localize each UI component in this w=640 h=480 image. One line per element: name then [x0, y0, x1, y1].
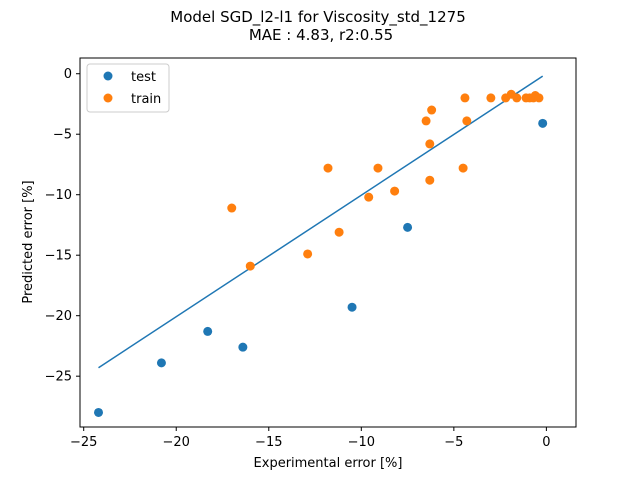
y-axis-ticks: −25 −20 −15 −10 −5 0: [45, 67, 80, 385]
point-train-9: [425, 139, 435, 149]
x-tick-label: 0: [542, 435, 550, 450]
legend: test train: [86, 63, 170, 113]
point-train-8: [421, 116, 431, 126]
y-tick-label: −20: [45, 309, 72, 324]
point-train-6: [373, 163, 383, 173]
point-test-3: [238, 342, 248, 352]
chart-title-line-2: MAE : 4.83, r2:0.55: [249, 26, 393, 44]
point-train-15: [486, 93, 496, 103]
point-train-5: [364, 192, 374, 202]
x-tick-label: −10: [348, 435, 375, 450]
chart-title-line-1: Model SGD_l2-l1 for Viscosity_std_1275: [170, 8, 465, 27]
point-train-3: [334, 227, 344, 237]
legend-label-train: train: [131, 92, 161, 107]
y-axis-label: Predicted error [%]: [21, 180, 36, 303]
point-test-1: [156, 358, 166, 368]
legend-marker-train: [103, 93, 113, 103]
point-train-0: [227, 203, 237, 213]
x-tick-label: −15: [255, 435, 282, 450]
y-tick-label: −10: [45, 188, 72, 203]
y-tick-label: −5: [53, 128, 72, 143]
point-train-23: [534, 93, 544, 103]
x-axis-label: Experimental error [%]: [254, 456, 403, 471]
point-test-4: [347, 302, 357, 312]
point-train-2: [303, 249, 313, 259]
y-tick-label: −25: [45, 370, 72, 385]
point-train-10: [425, 175, 435, 185]
axes-frame: [79, 57, 577, 428]
legend-label-test: test: [131, 70, 156, 85]
point-test-5: [403, 222, 413, 232]
point-train-1: [245, 261, 255, 271]
point-test-2: [203, 326, 213, 336]
point-train-4: [323, 163, 333, 173]
point-train-12: [458, 163, 468, 173]
x-tick-label: −5: [444, 435, 463, 450]
x-axis-ticks: −25 −20 −15 −10 −5 0: [70, 427, 551, 450]
x-tick-label: −25: [70, 435, 97, 450]
point-train-11: [427, 105, 437, 115]
legend-marker-test: [103, 71, 113, 81]
point-train-18: [512, 93, 522, 103]
point-test-6: [538, 118, 548, 128]
y-tick-label: −15: [45, 249, 72, 264]
y-tick-label: 0: [64, 67, 72, 82]
point-train-14: [462, 116, 472, 126]
point-train-7: [390, 186, 400, 196]
point-test-0: [94, 407, 104, 417]
point-train-13: [460, 93, 470, 103]
x-tick-label: −20: [163, 435, 190, 450]
plot-area: [79, 57, 577, 428]
points-layer: [94, 89, 548, 417]
